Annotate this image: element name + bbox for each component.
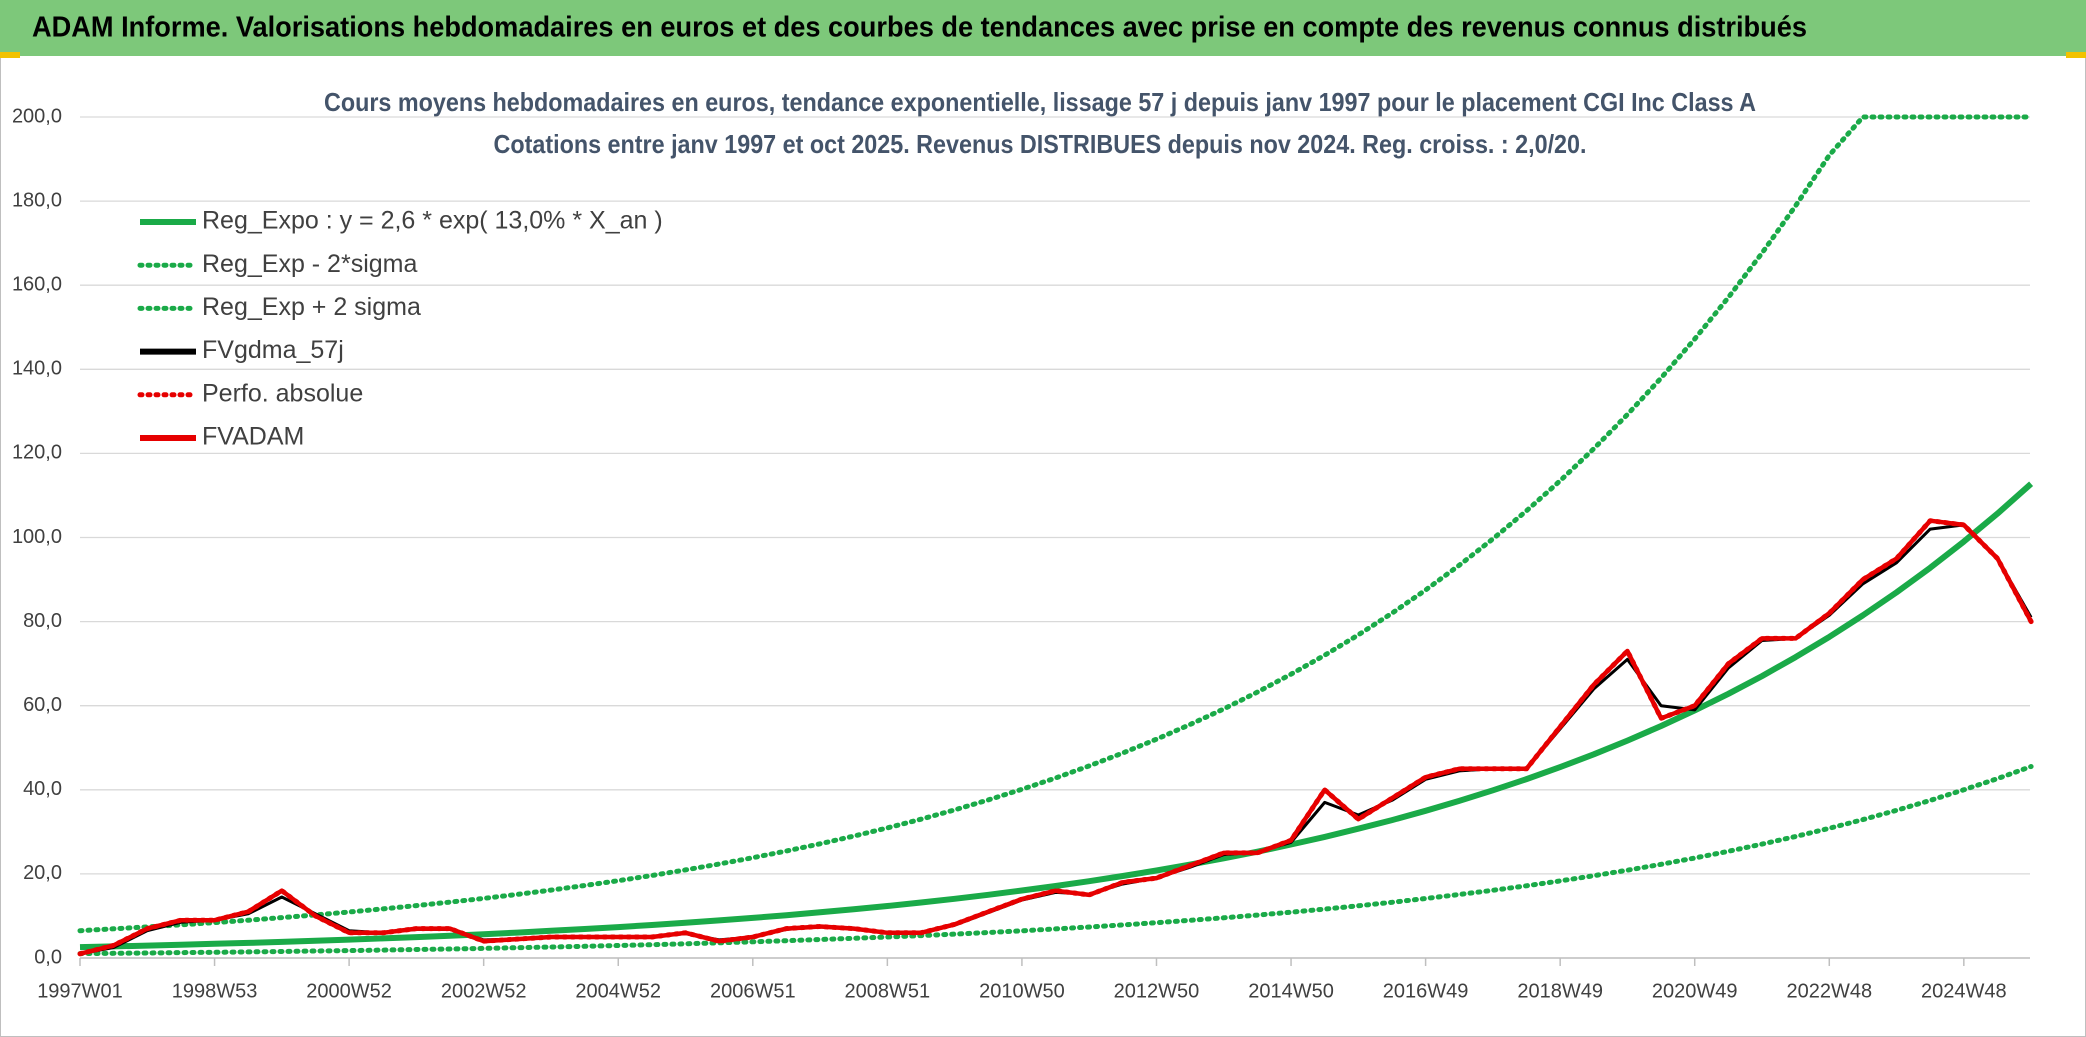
y-tick-label: 160,0: [12, 273, 62, 295]
chart-subtitle: Cotations entre janv 1997 et oct 2025. R…: [494, 129, 1587, 159]
y-tick-label: 120,0: [12, 442, 62, 464]
y-tick-label: 200,0: [12, 105, 62, 127]
y-tick-label: 40,0: [23, 778, 62, 800]
x-tick-label: 2002W52: [441, 980, 527, 1002]
x-tick-label: 2024W48: [1921, 980, 2007, 1002]
y-tick-label: 100,0: [12, 526, 62, 548]
series-line: [77, 114, 2034, 934]
y-tick-label: 80,0: [23, 610, 62, 632]
legend-label: FVADAM: [202, 423, 304, 451]
x-tick-label: 1998W53: [172, 980, 258, 1002]
legend-label: Perfo. absolue: [202, 379, 363, 407]
y-tick-label: 140,0: [12, 358, 62, 380]
x-tick-label: 2006W51: [710, 980, 796, 1002]
legend-label: Reg_Exp + 2 sigma: [202, 293, 421, 321]
x-tick-label: 2000W52: [306, 980, 392, 1002]
corner-mark: [2066, 52, 2086, 58]
series-line: [77, 764, 2034, 957]
x-tick-label: 2018W49: [1517, 980, 1603, 1002]
x-tick-label: 2014W50: [1248, 980, 1334, 1002]
x-tick-label: 2010W50: [979, 980, 1065, 1002]
legend-label: FVgdma_57j: [202, 336, 344, 364]
page-title: ADAM Informe. Valorisations hebdomadaire…: [32, 12, 1807, 44]
y-tick-label: 0,0: [34, 946, 62, 968]
series-line: [79, 518, 2034, 956]
legend-label: Reg_Expo : y = 2,6 * exp( 13,0% * X_an ): [202, 207, 663, 235]
corner-mark: [0, 52, 20, 58]
y-tick-label: 180,0: [12, 189, 62, 211]
x-tick-label: 1997W01: [37, 980, 123, 1002]
x-tick-label: 2022W48: [1786, 980, 1872, 1002]
x-tick-label: 2008W51: [845, 980, 931, 1002]
chart-title: Cours moyens hebdomadaires en euros, ten…: [324, 87, 1756, 117]
header-bar: [0, 0, 2086, 56]
x-tick-label: 2004W52: [575, 980, 661, 1002]
y-tick-label: 20,0: [23, 862, 62, 884]
x-tick-label: 2016W49: [1383, 980, 1469, 1002]
legend-label: Reg_Exp - 2*sigma: [202, 250, 417, 278]
x-tick-label: 2020W49: [1652, 980, 1738, 1002]
series-line: [79, 481, 2034, 951]
y-tick-label: 60,0: [23, 694, 62, 716]
x-tick-label: 2012W50: [1114, 980, 1200, 1002]
